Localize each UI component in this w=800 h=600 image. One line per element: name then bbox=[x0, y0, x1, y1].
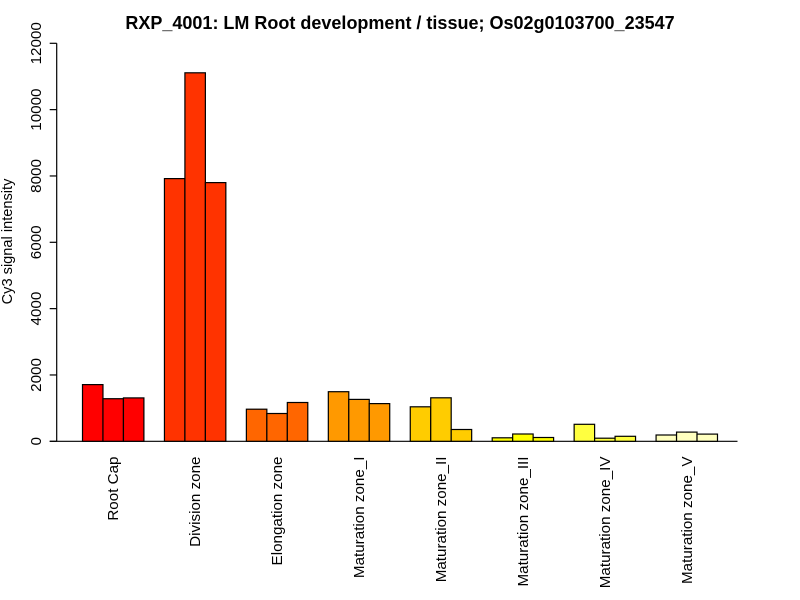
svg-text:2000: 2000 bbox=[28, 358, 45, 392]
svg-text:Maturation zone_I: Maturation zone_I bbox=[351, 457, 368, 579]
svg-text:4000: 4000 bbox=[28, 292, 45, 326]
svg-text:Cy3 signal intensity: Cy3 signal intensity bbox=[0, 178, 16, 304]
svg-text:6000: 6000 bbox=[28, 225, 45, 259]
svg-text:Maturation zone_IV: Maturation zone_IV bbox=[597, 456, 614, 589]
svg-text:10000: 10000 bbox=[28, 89, 45, 131]
svg-text:Elongation zone: Elongation zone bbox=[269, 457, 286, 566]
svg-text:Maturation zone_III: Maturation zone_III bbox=[515, 457, 532, 587]
svg-text:Maturation zone_V: Maturation zone_V bbox=[679, 456, 696, 584]
svg-text:0: 0 bbox=[28, 437, 45, 445]
svg-text:8000: 8000 bbox=[28, 159, 45, 193]
svg-text:Division zone: Division zone bbox=[187, 457, 204, 547]
svg-text:Maturation zone_II: Maturation zone_II bbox=[433, 457, 450, 583]
svg-text:Root Cap: Root Cap bbox=[105, 457, 122, 521]
svg-text:12000: 12000 bbox=[28, 22, 45, 64]
svg-text:RXP_4001: LM Root development: RXP_4001: LM Root development / tissue; … bbox=[125, 13, 674, 33]
